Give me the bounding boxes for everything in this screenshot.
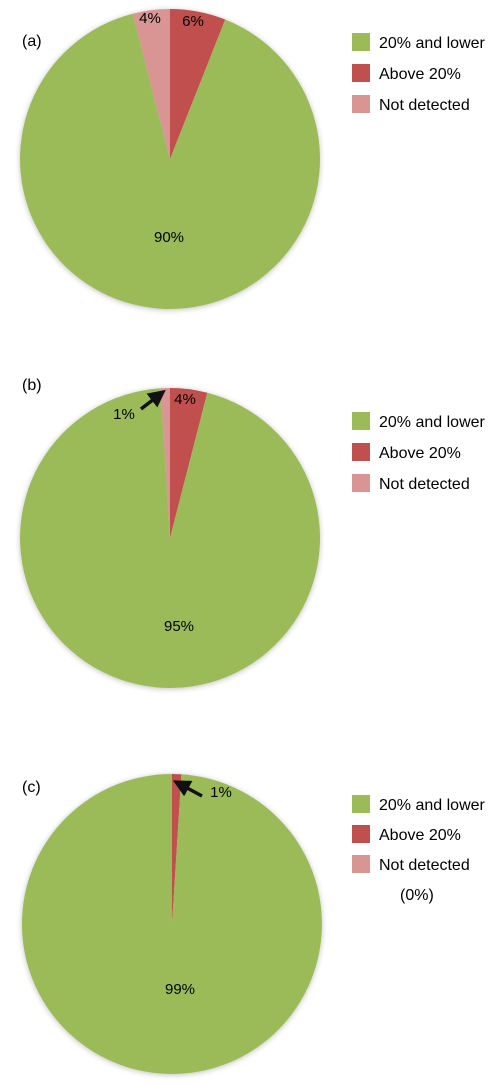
pie-slice-above-20 xyxy=(170,9,226,159)
pie-slices xyxy=(20,388,321,689)
pie-chart-2: (c) 1% 99% 20% and lower Above 20% Not detect… xyxy=(21,773,486,1074)
legend-label: Above 20% xyxy=(379,827,461,844)
slice-label: 99% xyxy=(165,981,195,998)
pie-slice-20-and-lower xyxy=(20,13,321,309)
slice-label: 1% xyxy=(113,406,135,423)
slice-label: 90% xyxy=(154,229,184,246)
panel-label: (c) xyxy=(22,779,41,796)
legend: 20% and lower Above 20% Not detected xyxy=(352,412,486,493)
slice-label: 1% xyxy=(210,784,232,801)
legend-label: Above 20% xyxy=(379,66,461,83)
legend-label: 20% and lower xyxy=(379,414,486,431)
arrow-icon xyxy=(139,389,166,411)
legend-swatch xyxy=(352,95,370,113)
legend-swatch xyxy=(352,64,370,82)
legend-label: Not detected xyxy=(379,97,470,114)
pie-slice-20-and-lower xyxy=(20,388,321,689)
pie-chart-0: (a) 6% 90% 4% 20% and lower Above 20% Not dete… xyxy=(20,9,486,309)
legend-label: Not detected xyxy=(379,476,470,493)
legend-swatch xyxy=(352,795,370,813)
slice-label: 6% xyxy=(182,13,204,30)
pie-slice-not-detected xyxy=(132,9,170,159)
pie-slices xyxy=(21,773,322,1074)
panel-label: (b) xyxy=(22,377,42,394)
slice-label: 4% xyxy=(139,10,161,27)
legend-swatch xyxy=(352,855,370,873)
legend-label: 20% and lower xyxy=(379,797,486,814)
legend-label: 20% and lower xyxy=(379,35,486,52)
pie-chart-1: (b) 4% 95% 1% 20% and lower Above 20% Not dete… xyxy=(20,377,486,689)
slice-label: 4% xyxy=(174,391,196,408)
panel-label: (a) xyxy=(22,33,42,50)
pie-slice-20-and-lower xyxy=(21,773,322,1074)
pie-slice-above-20 xyxy=(170,388,208,538)
legend-label: Above 20% xyxy=(379,445,461,462)
pie-slices xyxy=(20,9,321,309)
arrow-icon xyxy=(172,780,203,798)
legend: 20% and lower Above 20% Not detected xyxy=(352,33,486,114)
legend-label: Not detected xyxy=(379,857,470,874)
legend: 20% and lower Above 20% Not detected (0%) xyxy=(352,795,486,904)
legend-swatch xyxy=(352,412,370,430)
pie-slice-not-detected xyxy=(160,388,170,538)
slice-label: 95% xyxy=(164,618,194,635)
legend-swatch xyxy=(352,443,370,461)
legend-swatch xyxy=(352,825,370,843)
legend-note: (0%) xyxy=(400,887,434,904)
legend-swatch xyxy=(352,33,370,51)
pie-slice-above-20 xyxy=(172,774,182,924)
legend-swatch xyxy=(352,474,370,492)
